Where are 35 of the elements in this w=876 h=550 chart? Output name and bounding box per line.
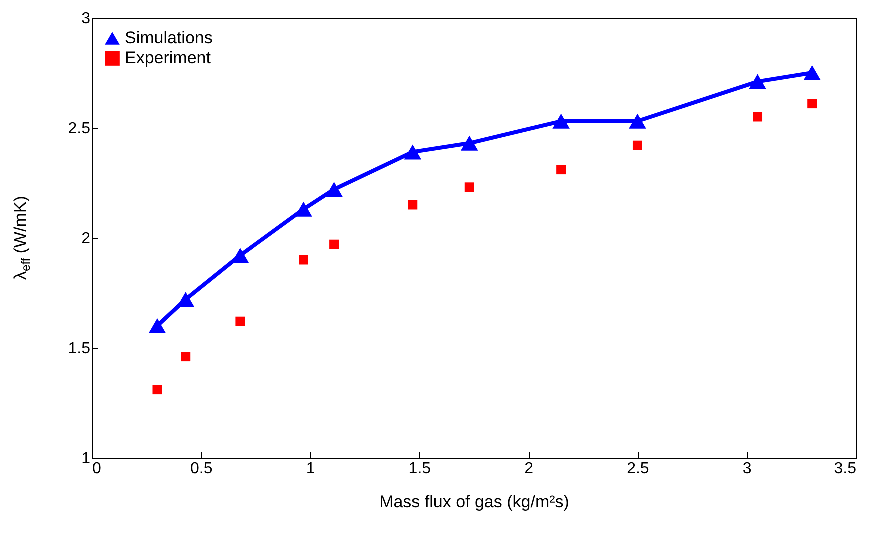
x-tick-label: 3: [742, 460, 752, 478]
point: [808, 99, 818, 109]
y-tick-label: 1.5: [68, 340, 91, 358]
point: [298, 255, 308, 265]
x-tick-label: 0: [92, 460, 102, 478]
point: [804, 66, 822, 80]
point: [152, 385, 162, 395]
point: [632, 140, 642, 150]
point: [181, 352, 191, 362]
y-tick-label: 3: [82, 10, 91, 28]
x-tick-label: 1.5: [408, 460, 432, 478]
point: [295, 202, 312, 217]
x-tick-label: 2: [524, 460, 534, 478]
point: [556, 165, 566, 175]
point: [330, 240, 340, 250]
point: [753, 112, 763, 122]
point: [236, 316, 246, 326]
x-axis-title: Mass flux of gas (kg/m²s): [380, 492, 570, 512]
point: [326, 182, 343, 198]
x-tick-label: 3.5: [834, 460, 857, 478]
legend-label: Experiment: [125, 48, 212, 68]
y-tick-label: 2: [82, 230, 91, 248]
x-tick-label: 2.5: [627, 460, 650, 478]
point: [408, 200, 418, 210]
point: [404, 144, 422, 160]
point: [629, 114, 646, 129]
point: [460, 136, 478, 151]
point: [464, 182, 474, 192]
y-tick-label: 2.5: [68, 120, 91, 138]
x-tick-label: 0.5: [190, 460, 213, 478]
x-tick-label: 1: [306, 460, 316, 478]
legend-label: Simulations: [125, 28, 213, 48]
point: [552, 114, 570, 129]
point: [148, 318, 166, 334]
point: [749, 74, 766, 90]
